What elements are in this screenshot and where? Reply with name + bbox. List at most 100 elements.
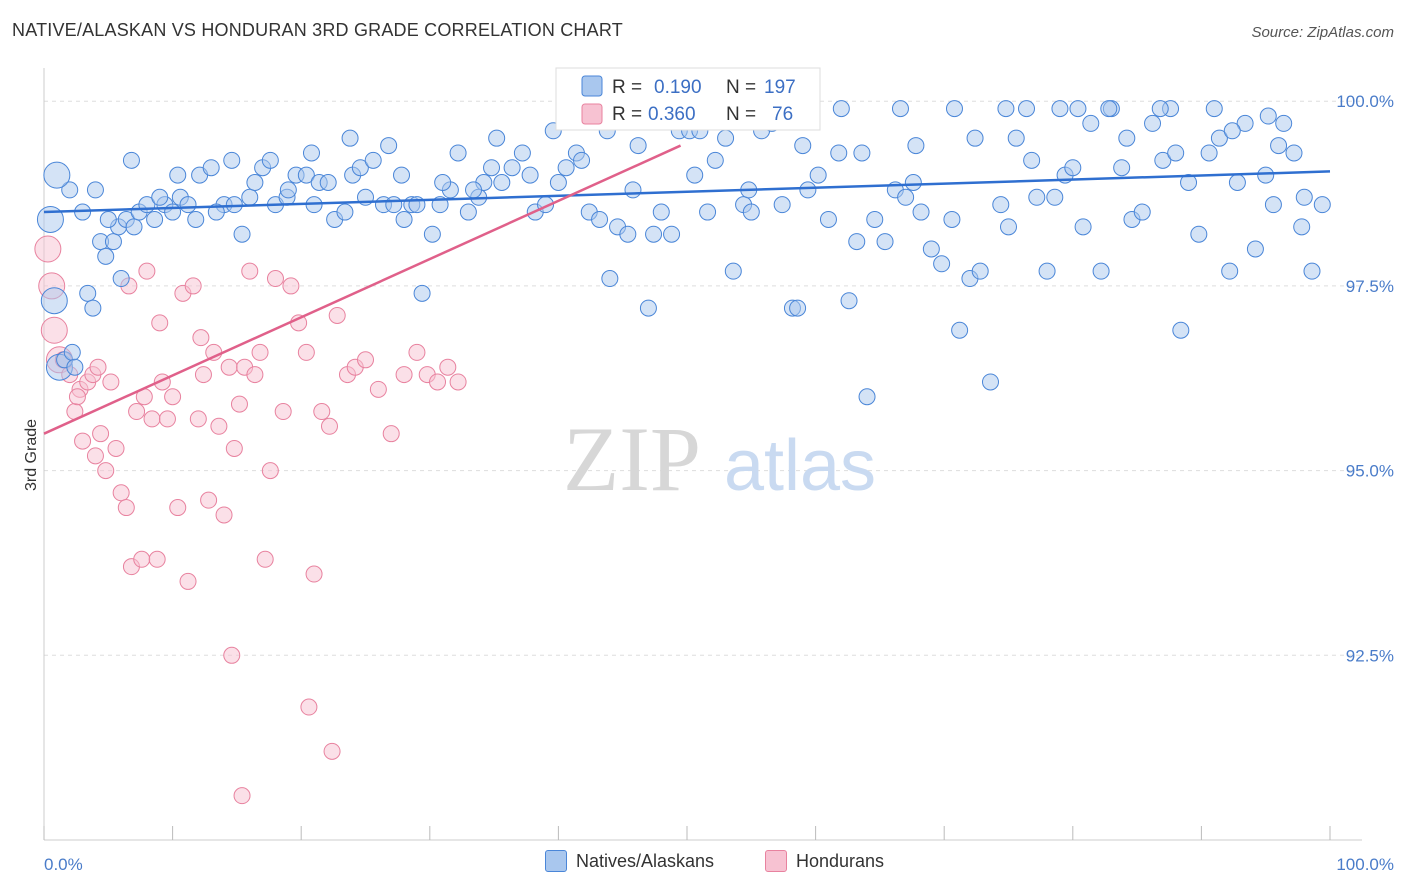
point-native-alaskan [341, 129, 359, 147]
legend-item-hondurans[interactable]: Hondurans [765, 850, 884, 872]
point-native-alaskan [423, 225, 441, 243]
point-honduran [40, 316, 68, 344]
point-native-alaskan [1007, 129, 1025, 147]
point-honduran [151, 314, 169, 332]
point-native-alaskan [1285, 144, 1303, 162]
point-native-alaskan [1221, 262, 1239, 280]
point-native-alaskan [380, 137, 398, 155]
point-native-alaskan [549, 174, 567, 192]
point-native-alaskan [773, 196, 791, 214]
point-native-alaskan [187, 210, 205, 228]
stats-r-label-blue: R = [612, 77, 642, 98]
point-native-alaskan [619, 225, 637, 243]
point-native-alaskan [876, 233, 894, 251]
point-native-alaskan [966, 129, 984, 147]
point-native-alaskan [1275, 114, 1293, 132]
point-native-alaskan [897, 188, 915, 206]
point-native-alaskan [1246, 240, 1264, 258]
point-honduran [179, 572, 197, 590]
point-honduran [138, 262, 156, 280]
stats-n-value-pink: 76 [772, 104, 793, 125]
point-native-alaskan [830, 144, 848, 162]
point-honduran [143, 410, 161, 428]
point-native-alaskan [112, 270, 130, 288]
point-native-alaskan [1295, 188, 1313, 206]
point-native-alaskan [866, 210, 884, 228]
point-native-alaskan [1046, 188, 1064, 206]
point-native-alaskan [97, 247, 115, 265]
series-natives-alaskans [36, 100, 1331, 406]
stats-r-value-pink: 0.360 [648, 104, 696, 125]
point-native-alaskan [351, 159, 369, 177]
point-honduran [200, 491, 218, 509]
point-honduran [266, 270, 284, 288]
point-native-alaskan [483, 159, 501, 177]
point-honduran [230, 395, 248, 413]
point-native-alaskan [945, 100, 963, 118]
point-honduran [164, 388, 182, 406]
point-honduran [369, 380, 387, 398]
point-native-alaskan [1151, 100, 1169, 118]
point-honduran [297, 343, 315, 361]
point-honduran [102, 373, 120, 391]
point-native-alaskan [557, 159, 575, 177]
point-honduran [220, 358, 238, 376]
point-native-alaskan [86, 181, 104, 199]
point-native-alaskan [1205, 100, 1223, 118]
trend-lines [43, 144, 1331, 435]
point-native-alaskan [385, 196, 403, 214]
point-honduran [223, 646, 241, 664]
point-native-alaskan [241, 188, 259, 206]
gridlines [44, 100, 1362, 656]
point-native-alaskan [1100, 100, 1118, 118]
point-honduran [194, 366, 212, 384]
point-native-alaskan [1236, 114, 1254, 132]
point-native-alaskan [951, 321, 969, 339]
legend-swatch-blue [545, 850, 567, 872]
x-axis-ticks [43, 826, 1331, 840]
point-honduran [117, 499, 135, 517]
point-native-alaskan [164, 203, 182, 221]
point-native-alaskan [1023, 151, 1041, 169]
point-native-alaskan [971, 262, 989, 280]
point-native-alaskan [1092, 262, 1110, 280]
point-native-alaskan [1051, 100, 1069, 118]
point-native-alaskan [279, 181, 297, 199]
y-axis-tick-labels: 92.5% 95.0% 97.5% 100.0% [1336, 92, 1394, 665]
stats-n-label-blue: N = [726, 77, 756, 98]
point-honduran [439, 358, 457, 376]
point-native-alaskan [36, 205, 64, 233]
point-honduran [225, 439, 243, 457]
point-native-alaskan [459, 203, 477, 221]
point-native-alaskan [1069, 100, 1087, 118]
point-native-alaskan [61, 181, 79, 199]
point-native-alaskan [1264, 196, 1282, 214]
stats-legend-swatch-pink [581, 103, 603, 125]
point-honduran [89, 358, 107, 376]
point-native-alaskan [832, 100, 850, 118]
point-native-alaskan [1190, 225, 1208, 243]
point-native-alaskan [1064, 159, 1082, 177]
y-axis-title: 3rd Grade [23, 419, 40, 491]
point-native-alaskan [207, 203, 225, 221]
point-native-alaskan [43, 161, 71, 189]
point-honduran [429, 373, 447, 391]
point-native-alaskan [981, 373, 999, 391]
point-native-alaskan [1118, 129, 1136, 147]
point-honduran [449, 373, 467, 391]
point-native-alaskan [413, 284, 431, 302]
point-native-alaskan [639, 299, 657, 317]
point-honduran [74, 432, 92, 450]
point-native-alaskan [706, 151, 724, 169]
point-native-alaskan [724, 262, 742, 280]
point-native-alaskan [297, 166, 315, 184]
point-native-alaskan [1154, 151, 1172, 169]
legend-item-natives-alaskans[interactable]: Natives/Alaskans [545, 850, 714, 872]
point-honduran [328, 306, 346, 324]
point-honduran [107, 439, 125, 457]
stats-n-value-blue: 197 [764, 77, 796, 98]
point-native-alaskan [819, 210, 837, 228]
point-native-alaskan [513, 144, 531, 162]
point-native-alaskan [943, 210, 961, 228]
